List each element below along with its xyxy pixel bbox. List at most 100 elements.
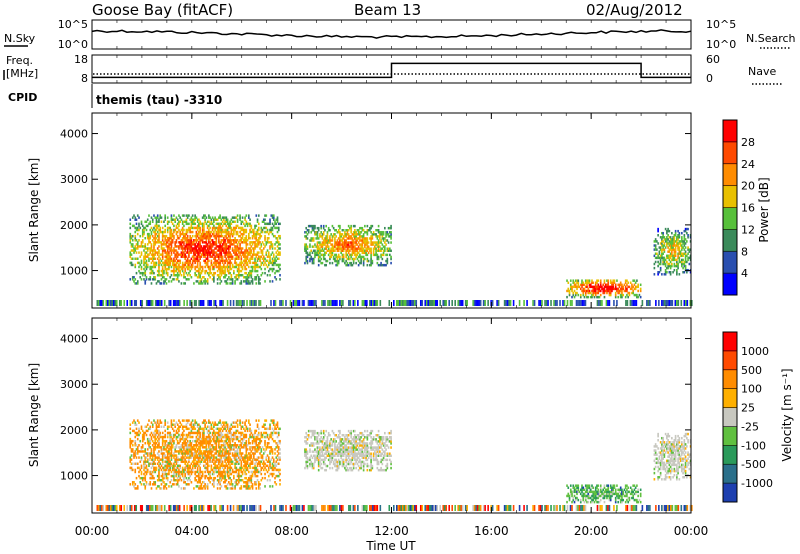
power-cell [683,236,686,239]
velocity-cell [138,466,140,470]
power-cell [677,234,679,237]
power-cell [170,243,173,246]
power-cell [375,249,377,253]
power-cell [559,300,561,306]
power-cell [249,243,251,246]
velocity-cell [155,421,158,424]
power-cell [229,271,231,275]
y-tick-label: 1000 [60,265,88,278]
velocity-cell [159,487,162,490]
power-cell [179,234,182,238]
velocity-cell [219,448,221,451]
power-cell [189,243,191,246]
power-cell [386,239,389,242]
power-cell [134,282,137,285]
power-cell [245,230,248,234]
power-cell [206,230,209,234]
power-cell [183,214,185,217]
power-cell [224,265,226,269]
velocity-cell [165,483,168,486]
power-cell [622,287,625,291]
velocity-cell [221,454,224,457]
power-cell [271,251,274,254]
power-cell [584,279,587,282]
power-cell [668,240,671,243]
power-cell [130,245,133,248]
power-cell [384,263,386,267]
power-cell [229,259,231,263]
power-cell [230,276,233,279]
velocity-cell [204,437,206,441]
velocity-cell [226,425,229,429]
velocity-cell [201,421,204,424]
power-cell [194,271,196,275]
power-cell [196,224,199,228]
power-cell [189,247,191,250]
power-cell [199,243,201,246]
power-cell [279,247,281,250]
colorbar-swatch [723,120,737,143]
power-cell [359,233,361,236]
power-cell [568,293,571,297]
power-cell [336,263,339,267]
power-cell [327,228,330,232]
velocity-cell [188,446,190,449]
velocity-cell [159,431,162,435]
power-cell [186,236,189,240]
colorbar-swatch [723,163,737,187]
power-cell [361,235,364,238]
power-cell [170,245,173,248]
power-cell [621,295,623,299]
power-cell [377,243,380,246]
power-cell [545,300,548,306]
power-cell [141,273,144,277]
power-cell [322,255,325,259]
velocity-cell [225,433,228,437]
power-cell [219,222,221,226]
velocity-cell [200,439,203,443]
power-cell [314,251,316,255]
power-cell [572,291,575,295]
velocity-cell [156,435,159,439]
power-cell [188,226,190,230]
power-cell [337,243,340,246]
power-cell [614,295,617,299]
power-cell [684,254,687,258]
power-cell [314,233,316,236]
power-cell [658,256,661,260]
power-cell [354,224,356,228]
power-cell [175,239,178,242]
power-cell [168,247,170,250]
power-cell [673,264,676,268]
velocity-cell [205,444,208,447]
power-cell [186,222,189,226]
power-cell [655,300,657,306]
power-cell [272,216,275,219]
power-cell [382,249,385,253]
power-cell [170,280,173,283]
power-cell [143,228,145,232]
power-cell [659,256,662,260]
power-cell [194,273,196,277]
power-cell [350,228,352,232]
velocity-cell [169,464,172,468]
power-cell [370,224,372,228]
power-cell [413,300,416,306]
power-cell [327,249,330,253]
power-cell [255,232,258,236]
velocity-cell [203,454,205,457]
power-cell [224,255,226,258]
power-cell [304,243,306,246]
power-cell [264,280,266,283]
power-cell [360,226,362,230]
power-cell [573,283,576,287]
velocity-cell [143,472,145,476]
power-cell [669,260,672,264]
power-cell [105,300,108,306]
power-cell [149,271,152,275]
power-cell [218,226,220,230]
power-cell [198,267,200,271]
power-cell [294,300,296,306]
velocity-cell [135,433,138,437]
power-cell [246,249,249,252]
